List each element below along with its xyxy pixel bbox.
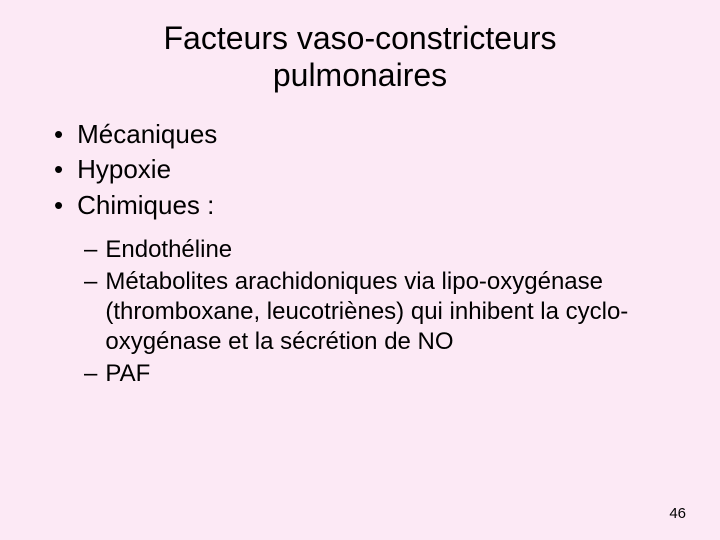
- page-number: 46: [669, 505, 686, 522]
- bullet-icon: •: [54, 153, 63, 187]
- dash-icon: –: [84, 235, 97, 265]
- bullet-icon: •: [54, 118, 63, 152]
- slide-title: Facteurs vaso-constricteurs pulmonaires: [30, 20, 690, 94]
- dash-icon: –: [84, 267, 97, 357]
- sub-bullet-list: – Endothéline – Métabolites arachidoniqu…: [30, 235, 690, 389]
- main-bullet-text: Hypoxie: [77, 153, 171, 187]
- bullet-icon: •: [54, 189, 63, 223]
- title-line-1: Facteurs vaso-constricteurs: [163, 20, 556, 56]
- main-bullet-text: Chimiques :: [77, 189, 214, 223]
- dash-icon: –: [84, 359, 97, 389]
- slide-container: Facteurs vaso-constricteurs pulmonaires …: [0, 0, 720, 540]
- sub-bullet-item: – Endothéline: [84, 235, 690, 265]
- main-bullet-item: • Chimiques :: [54, 189, 690, 223]
- title-line-2: pulmonaires: [273, 57, 447, 93]
- sub-bullet-text: Endothéline: [105, 235, 690, 265]
- sub-bullet-item: – Métabolites arachidoniques via lipo-ox…: [84, 267, 690, 357]
- main-bullet-item: • Hypoxie: [54, 153, 690, 187]
- main-bullet-text: Mécaniques: [77, 118, 217, 152]
- main-bullet-item: • Mécaniques: [54, 118, 690, 152]
- sub-bullet-item: – PAF: [84, 359, 690, 389]
- sub-bullet-text: Métabolites arachidoniques via lipo-oxyg…: [105, 267, 690, 357]
- sub-bullet-text: PAF: [105, 359, 690, 389]
- main-bullet-list: • Mécaniques • Hypoxie • Chimiques :: [30, 118, 690, 223]
